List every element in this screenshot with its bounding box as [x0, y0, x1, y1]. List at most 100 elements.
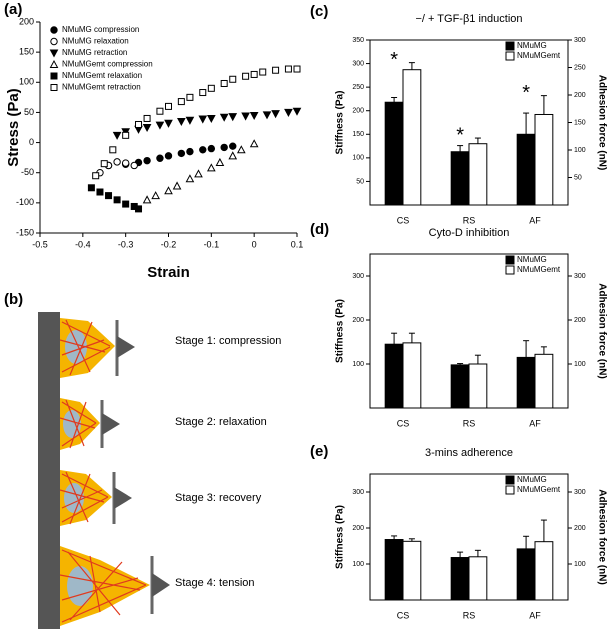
bar: [402, 540, 422, 601]
y-tick-label: 350: [352, 37, 364, 44]
legend-marker: [50, 26, 58, 34]
panel-label: (b): [4, 291, 23, 308]
chart-title: 3-mins adherence: [425, 447, 513, 459]
annotation: *: [456, 124, 464, 146]
point: [121, 159, 130, 167]
y-tick-label: 300: [352, 60, 364, 67]
point: [272, 66, 280, 74]
bar: [402, 342, 422, 409]
legend-marker: [49, 59, 59, 68]
point: [105, 192, 113, 200]
point: [96, 188, 104, 196]
panel-label: (a): [4, 1, 22, 18]
bar: [468, 143, 488, 206]
bar: [450, 151, 470, 206]
point: [215, 157, 225, 166]
bar: [516, 133, 536, 206]
legend-swatch: [505, 475, 515, 485]
y-tick-label: 100: [352, 155, 364, 162]
diagram: (b) Stage 1: [4, 291, 281, 629]
x-tick-label: RS: [463, 418, 476, 428]
bar: [516, 356, 536, 409]
y2-axis-title: Adhesion force (nN): [596, 75, 607, 171]
y-tick-label: -100: [16, 197, 34, 207]
y-tick-label: 150: [19, 47, 34, 57]
legend-swatch: [505, 255, 515, 265]
y2-tick-label: 150: [574, 119, 586, 126]
point: [206, 114, 216, 124]
legend-label: NMuMGemt: [517, 51, 561, 60]
y-axis-title: Stiffness (Pa): [335, 91, 346, 155]
point: [206, 163, 216, 172]
point: [228, 151, 238, 160]
bar: [384, 101, 404, 206]
legend-label: NMuMGemt: [517, 265, 561, 274]
x-tick-label: 0.1: [291, 239, 304, 249]
y-tick-label: 300: [352, 273, 364, 280]
point: [177, 98, 185, 106]
x-tick-label: AF: [529, 418, 541, 428]
panel-label: (c): [310, 3, 328, 20]
panel-label: (d): [310, 221, 329, 238]
y-tick-label: 100: [352, 561, 364, 568]
y2-tick-label: 50: [574, 174, 582, 181]
point: [143, 156, 151, 165]
point: [207, 84, 215, 92]
y-tick-label: 200: [352, 525, 364, 532]
chart-title: Cyto-D inhibition: [429, 227, 510, 239]
point: [207, 144, 216, 153]
point: [143, 114, 151, 122]
point: [142, 124, 152, 133]
stage-label: Stage 1: compression: [175, 335, 281, 347]
legend-marker: [50, 37, 58, 46]
legend-label: NMuMG: [517, 475, 547, 484]
point: [229, 142, 237, 150]
x-tick-label: -0.1: [204, 239, 220, 249]
point: [165, 102, 172, 110]
legend-label: NMuMG relaxation: [62, 37, 129, 46]
legend-swatch: [505, 485, 515, 495]
point: [122, 200, 130, 208]
y-tick-label: 200: [352, 108, 364, 115]
point: [284, 108, 293, 117]
y-tick-label: 0: [29, 137, 34, 147]
point: [186, 147, 194, 156]
point: [220, 79, 228, 87]
point: [164, 186, 173, 195]
bar: [402, 69, 422, 206]
legend-label: NMuMGemt compression: [62, 60, 153, 69]
stage-label: Stage 2: relaxation: [175, 416, 267, 428]
y2-tick-label: 200: [574, 317, 586, 324]
point: [198, 115, 208, 124]
bar: [450, 364, 470, 409]
legend-label: NMuMGemt retraction: [62, 83, 141, 92]
legend-marker: [50, 72, 58, 80]
point: [172, 181, 182, 190]
point: [284, 65, 292, 73]
point: [219, 113, 229, 122]
bar: [468, 556, 488, 601]
x-tick-label: CS: [397, 418, 410, 428]
substrate: [38, 312, 60, 629]
y2-tick-label: 300: [574, 489, 586, 496]
annotation: *: [390, 49, 398, 71]
bar: [384, 343, 404, 409]
y-tick-label: 100: [19, 77, 34, 87]
point: [151, 191, 160, 200]
point: [242, 72, 250, 80]
point: [220, 143, 228, 152]
point: [186, 93, 194, 101]
y2-tick-label: 300: [574, 37, 586, 44]
point: [228, 113, 238, 122]
legend-label: NMuMG retraction: [62, 48, 127, 57]
point: [249, 111, 259, 120]
y2-tick-label: 300: [574, 273, 586, 280]
x-tick-label: RS: [463, 610, 476, 620]
point: [156, 107, 164, 115]
bar: [516, 548, 536, 601]
y2-tick-label: 250: [574, 64, 586, 71]
annotation: *: [522, 82, 530, 104]
y-axis-title: Stiffness (Pa): [335, 299, 346, 363]
point: [177, 149, 186, 158]
